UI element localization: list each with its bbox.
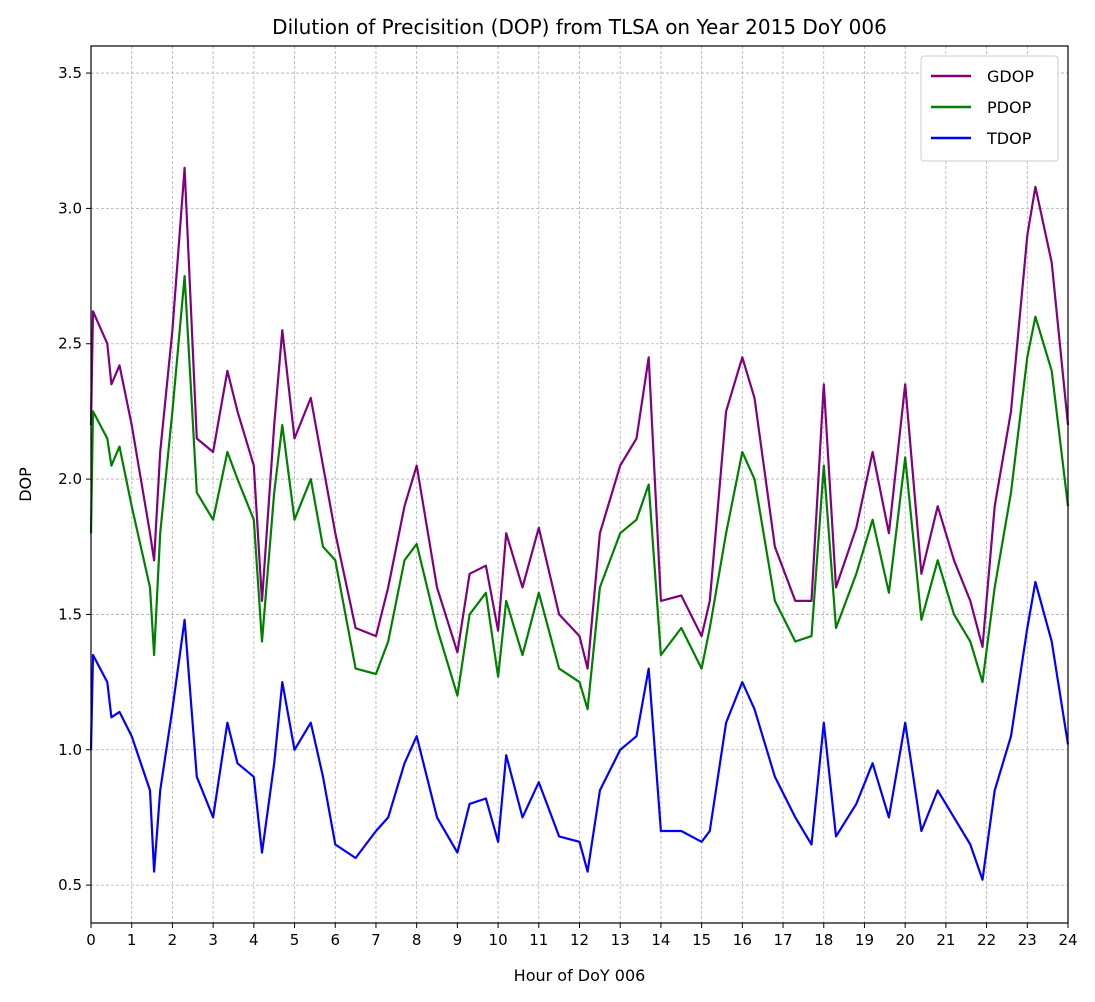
x-tick-label: 0	[86, 931, 96, 949]
x-tick-label: 5	[290, 931, 300, 949]
series-line-pdop	[89, 275, 1070, 711]
y-tick-label: 1.5	[58, 605, 82, 623]
series-line-tdop	[89, 580, 1070, 881]
x-tick-label: 19	[855, 931, 874, 949]
x-tick-label: 12	[570, 931, 589, 949]
x-tick-label: 18	[814, 931, 833, 949]
series-line-gdop	[89, 166, 1070, 670]
legend-label-gdop: GDOP	[987, 67, 1034, 86]
x-tick-label: 24	[1058, 931, 1077, 949]
x-axis-ticks: 0 1 2 3 4 5 6 7 8 9 10 11 12 13 14 15 16 17 18 19 20 21 22 23 24	[86, 923, 1078, 949]
y-tick-label: 2.0	[58, 470, 82, 488]
x-tick-label: 14	[651, 931, 670, 949]
x-tick-label: 21	[936, 931, 955, 949]
x-tick-label: 6	[330, 931, 340, 949]
y-axis-ticks: 0.5 1.0 1.5 2.0 2.5 3.0 3.5	[58, 64, 91, 894]
y-tick-label: 3.5	[58, 64, 82, 82]
y-axis-label: DOP	[16, 467, 35, 502]
x-tick-label: 3	[208, 931, 218, 949]
x-tick-label: 8	[412, 931, 422, 949]
legend-label-tdop: TDOP	[986, 129, 1032, 148]
x-tick-label: 13	[611, 931, 630, 949]
grid-lines	[90, 46, 1069, 923]
x-tick-label: 11	[529, 931, 548, 949]
y-tick-label: 3.0	[58, 199, 82, 217]
legend-box	[920, 55, 1059, 162]
x-tick-label: 17	[773, 931, 792, 949]
x-tick-label: 1	[127, 931, 137, 949]
x-tick-label: 15	[692, 931, 711, 949]
x-axis-label: Hour of DoY 006	[514, 966, 646, 985]
x-tick-label: 20	[896, 931, 915, 949]
y-tick-label: 2.5	[58, 335, 82, 353]
x-tick-label: 16	[733, 931, 752, 949]
x-tick-label: 2	[168, 931, 178, 949]
y-tick-label: 1.0	[58, 741, 82, 759]
legend: GDOP PDOP TDOP	[920, 55, 1059, 162]
x-tick-label: 4	[249, 931, 259, 949]
y-tick-label: 0.5	[58, 876, 82, 894]
series-lines	[89, 166, 1070, 881]
x-tick-label: 9	[453, 931, 463, 949]
x-tick-label: 10	[489, 931, 508, 949]
x-tick-label: 23	[1018, 931, 1037, 949]
chart-title: Dilution of Precisition (DOP) from TLSA …	[272, 15, 887, 39]
legend-label-pdop: PDOP	[987, 98, 1032, 117]
x-tick-label: 7	[371, 931, 381, 949]
x-tick-label: 22	[977, 931, 996, 949]
